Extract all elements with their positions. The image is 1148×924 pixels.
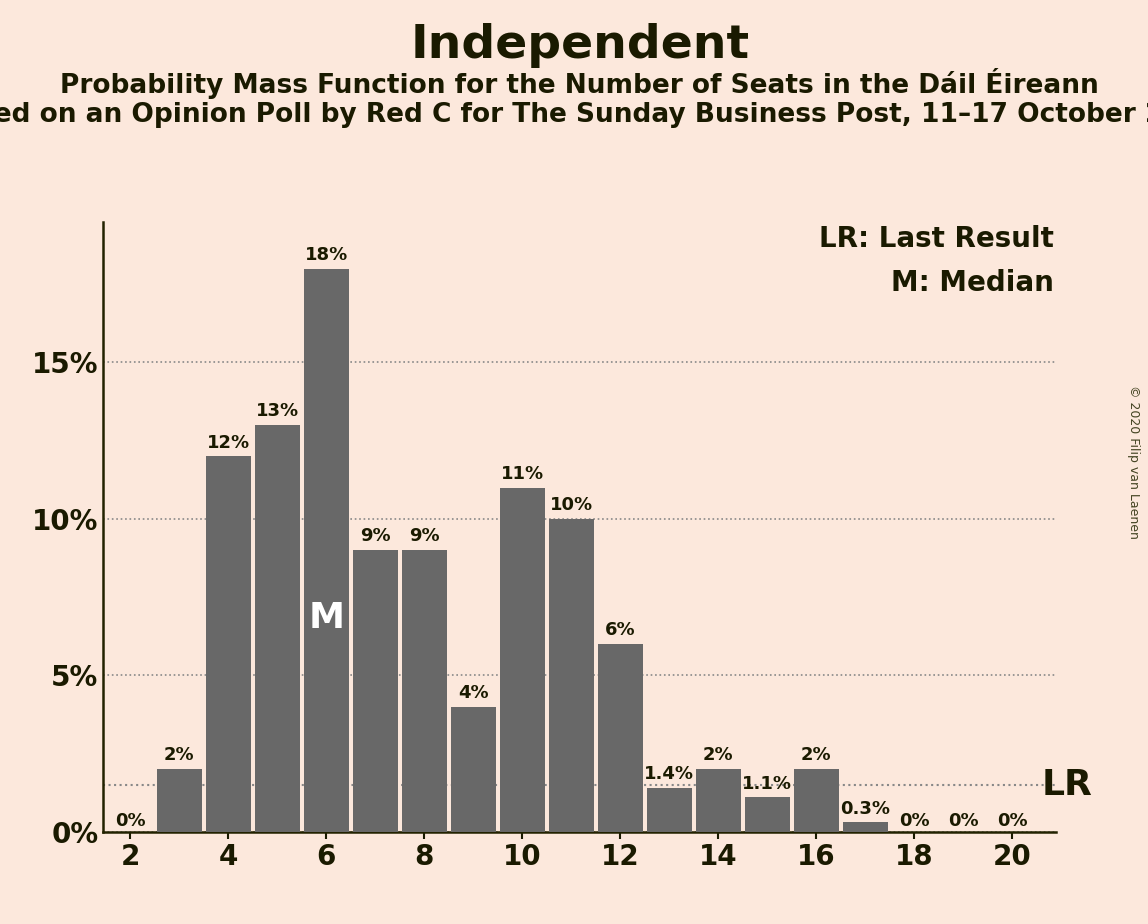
Text: 0%: 0% — [948, 812, 978, 830]
Bar — [499, 488, 544, 832]
Text: © 2020 Filip van Laenen: © 2020 Filip van Laenen — [1127, 385, 1140, 539]
Text: 18%: 18% — [304, 246, 348, 264]
Text: 0%: 0% — [115, 812, 146, 830]
Bar — [646, 788, 692, 832]
Text: 2%: 2% — [703, 747, 734, 764]
Text: 1.1%: 1.1% — [742, 774, 792, 793]
Text: 0.3%: 0.3% — [840, 799, 890, 818]
Text: Based on an Opinion Poll by Red C for The Sunday Business Post, 11–17 October 20: Based on an Opinion Poll by Red C for Th… — [0, 102, 1148, 128]
Bar — [304, 269, 349, 832]
Text: M: M — [308, 601, 344, 635]
Text: 11%: 11% — [501, 465, 544, 483]
Bar — [598, 644, 643, 832]
Text: Probability Mass Function for the Number of Seats in the Dáil Éireann: Probability Mass Function for the Number… — [61, 68, 1099, 100]
Text: LR: LR — [1041, 768, 1093, 802]
Bar — [205, 456, 250, 832]
Bar — [745, 797, 790, 832]
Text: Independent: Independent — [410, 23, 750, 68]
Bar — [255, 425, 300, 832]
Bar — [549, 519, 594, 832]
Text: 12%: 12% — [207, 433, 250, 452]
Text: LR: Last Result: LR: Last Result — [819, 225, 1054, 253]
Bar — [793, 769, 839, 832]
Text: 1.4%: 1.4% — [644, 765, 695, 784]
Text: 10%: 10% — [550, 496, 592, 514]
Text: 4%: 4% — [458, 684, 489, 702]
Text: 13%: 13% — [256, 402, 298, 420]
Bar — [696, 769, 740, 832]
Text: 0%: 0% — [899, 812, 930, 830]
Bar — [157, 769, 202, 832]
Bar — [402, 550, 447, 832]
Bar — [843, 822, 887, 832]
Text: 0%: 0% — [996, 812, 1027, 830]
Bar — [352, 550, 397, 832]
Text: 2%: 2% — [801, 747, 831, 764]
Text: 6%: 6% — [605, 621, 636, 639]
Text: 9%: 9% — [409, 528, 440, 545]
Text: 2%: 2% — [164, 747, 194, 764]
Text: 9%: 9% — [359, 528, 390, 545]
Bar — [451, 707, 496, 832]
Text: M: Median: M: Median — [891, 269, 1054, 297]
